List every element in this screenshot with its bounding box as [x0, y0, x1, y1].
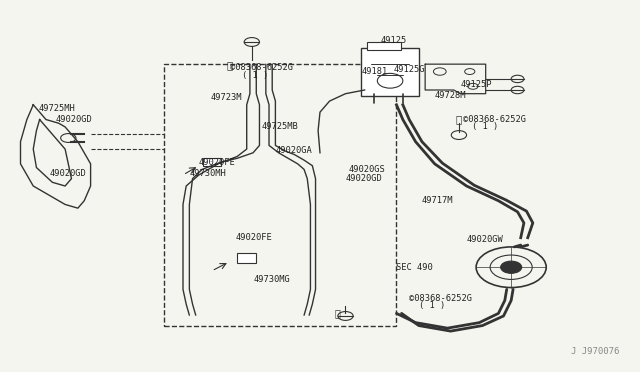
Circle shape — [500, 261, 522, 273]
Text: 49020GD: 49020GD — [56, 115, 92, 124]
Text: 49020FE: 49020FE — [199, 157, 236, 167]
Text: 49020GS: 49020GS — [349, 165, 385, 174]
Text: 49717M: 49717M — [422, 196, 454, 205]
FancyBboxPatch shape — [362, 48, 419, 96]
Text: ( 1 ): ( 1 ) — [243, 71, 269, 80]
Text: 49125: 49125 — [381, 36, 407, 45]
Text: 49020GA: 49020GA — [275, 147, 312, 155]
Text: 49723M: 49723M — [211, 93, 242, 102]
FancyBboxPatch shape — [367, 42, 401, 50]
Text: 49730MH: 49730MH — [189, 169, 226, 177]
Text: 49125P: 49125P — [460, 80, 492, 89]
Bar — [237, 253, 256, 263]
Text: 49728M: 49728M — [435, 91, 466, 100]
Text: 49181: 49181 — [362, 67, 388, 76]
Bar — [203, 158, 221, 166]
Text: 49020GW: 49020GW — [467, 235, 503, 244]
Text: Ⓢ: Ⓢ — [335, 308, 340, 318]
Text: 49020GD: 49020GD — [49, 169, 86, 177]
Text: J J970076: J J970076 — [571, 347, 620, 356]
Text: ©08368-6252G: ©08368-6252G — [409, 294, 472, 303]
Text: SEC 490: SEC 490 — [396, 263, 433, 272]
Text: 49125G: 49125G — [394, 65, 425, 74]
Text: 49730MG: 49730MG — [253, 275, 290, 283]
Text: Ⓢ: Ⓢ — [456, 115, 462, 125]
Text: ( 1 ): ( 1 ) — [472, 122, 498, 131]
Text: 49020FE: 49020FE — [236, 233, 273, 242]
Text: ©08368-6252G: ©08368-6252G — [230, 63, 292, 72]
Text: 49725MH: 49725MH — [38, 104, 75, 113]
Text: 49020GD: 49020GD — [346, 174, 382, 183]
Text: Ⓢ: Ⓢ — [227, 61, 232, 71]
Text: ( 1 ): ( 1 ) — [419, 301, 445, 310]
Text: ©08368-6252G: ©08368-6252G — [463, 115, 526, 124]
Text: 49725MB: 49725MB — [261, 122, 298, 131]
